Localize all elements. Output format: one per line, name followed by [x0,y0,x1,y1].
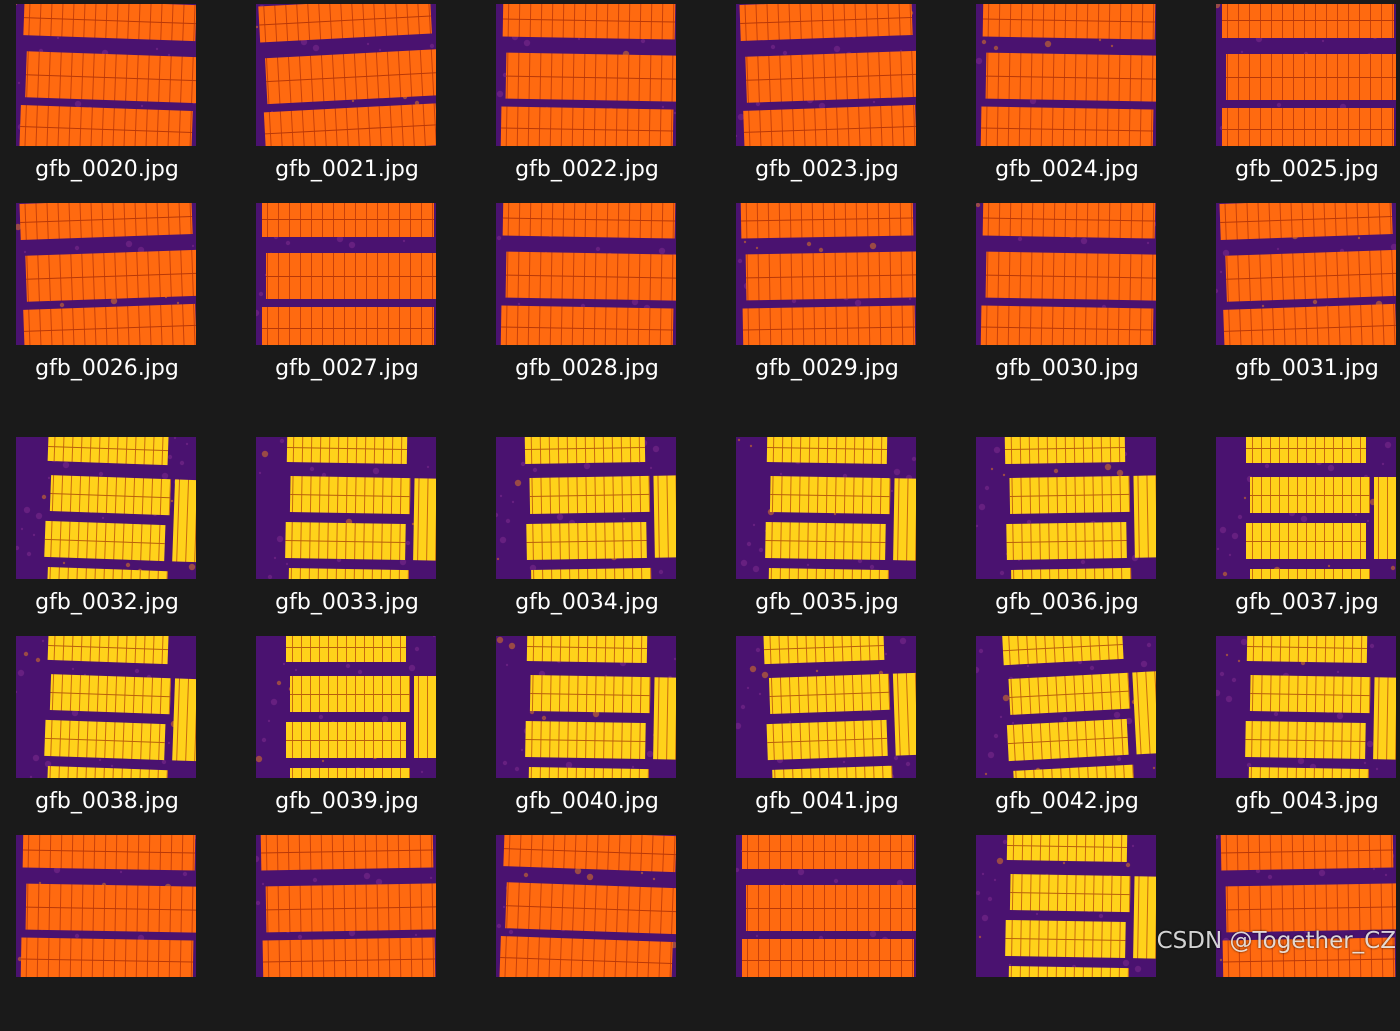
thermal-thumbnail[interactable] [736,437,916,579]
file-tile[interactable]: gfb_0034.jpg [480,433,720,633]
file-tile[interactable]: gfb_0031.jpg [1200,199,1400,399]
file-name-label: gfb_0043.jpg [1235,789,1379,814]
file-tile[interactable]: gfb_0026.jpg [0,199,240,399]
thermal-thumbnail[interactable] [16,636,196,778]
file-name-label: gfb_0021.jpg [275,157,419,182]
file-tile[interactable]: gfb_0022.jpg [480,0,720,200]
file-name-label: gfb_0038.jpg [35,789,179,814]
file-name-label: gfb_0022.jpg [515,157,659,182]
file-tile[interactable]: gfb_0025.jpg [1200,0,1400,200]
thermal-thumbnail[interactable] [496,835,676,977]
file-name-label: gfb_0036.jpg [995,590,1139,615]
file-name-label: gfb_0030.jpg [995,356,1139,381]
thermal-thumbnail[interactable] [736,835,916,977]
file-name-label: gfb_0033.jpg [275,590,419,615]
thermal-thumbnail[interactable] [256,4,436,146]
file-name-label: gfb_0026.jpg [35,356,179,381]
thermal-thumbnail[interactable] [256,437,436,579]
file-tile[interactable] [720,831,960,1031]
file-tile[interactable]: gfb_0028.jpg [480,199,720,399]
file-name-label: gfb_0041.jpg [755,789,899,814]
thermal-thumbnail[interactable] [16,835,196,977]
thermal-thumbnail[interactable] [496,4,676,146]
file-name-label: gfb_0039.jpg [275,789,419,814]
thermal-thumbnail[interactable] [1216,835,1396,977]
thermal-thumbnail[interactable] [256,835,436,977]
thermal-thumbnail[interactable] [736,4,916,146]
file-tile[interactable]: gfb_0041.jpg [720,632,960,832]
file-tile[interactable]: gfb_0037.jpg [1200,433,1400,633]
file-tile[interactable]: gfb_0040.jpg [480,632,720,832]
thermal-thumbnail[interactable] [1216,4,1396,146]
file-name-label: gfb_0027.jpg [275,356,419,381]
file-tile[interactable]: gfb_0039.jpg [240,632,480,832]
thermal-thumbnail[interactable] [736,203,916,345]
file-tile[interactable] [480,831,720,1031]
file-tile[interactable]: gfb_0027.jpg [240,199,480,399]
file-name-label: gfb_0031.jpg [1235,356,1379,381]
file-tile[interactable]: gfb_0043.jpg [1200,632,1400,832]
file-name-label: gfb_0028.jpg [515,356,659,381]
file-name-label: gfb_0023.jpg [755,157,899,182]
file-name-label: gfb_0035.jpg [755,590,899,615]
thermal-thumbnail[interactable] [256,203,436,345]
thermal-thumbnail[interactable] [976,835,1156,977]
thermal-thumbnail[interactable] [496,203,676,345]
file-name-label: gfb_0042.jpg [995,789,1139,814]
file-tile[interactable]: gfb_0020.jpg [0,0,240,200]
file-tile[interactable]: gfb_0038.jpg [0,632,240,832]
file-name-label: gfb_0020.jpg [35,157,179,182]
thumbnail-grid: gfb_0020.jpg gfb_0021.jpg gfb_0022.jpg gfb_… [0,0,1400,977]
file-tile[interactable]: gfb_0023.jpg [720,0,960,200]
thermal-thumbnail[interactable] [736,636,916,778]
thermal-thumbnail[interactable] [976,4,1156,146]
file-name-label: gfb_0029.jpg [755,356,899,381]
file-tile[interactable]: gfb_0042.jpg [960,632,1200,832]
file-tile[interactable]: gfb_0029.jpg [720,199,960,399]
file-name-label: gfb_0034.jpg [515,590,659,615]
watermark: CSDN @Together_CZ [1156,928,1396,954]
thermal-thumbnail[interactable] [1216,437,1396,579]
file-tile[interactable] [0,831,240,1031]
file-name-label: gfb_0025.jpg [1235,157,1379,182]
file-name-label: gfb_0040.jpg [515,789,659,814]
thermal-thumbnail[interactable] [976,636,1156,778]
thermal-thumbnail[interactable] [496,636,676,778]
thermal-thumbnail[interactable] [1216,636,1396,778]
file-tile[interactable] [1200,831,1400,1031]
file-tile[interactable]: gfb_0021.jpg [240,0,480,200]
file-tile[interactable]: gfb_0033.jpg [240,433,480,633]
thermal-thumbnail[interactable] [496,437,676,579]
file-tile[interactable]: gfb_0032.jpg [0,433,240,633]
file-name-label: gfb_0024.jpg [995,157,1139,182]
file-name-label: gfb_0032.jpg [35,590,179,615]
thermal-thumbnail[interactable] [256,636,436,778]
thermal-thumbnail[interactable] [16,203,196,345]
file-tile[interactable] [240,831,480,1031]
file-tile[interactable]: gfb_0024.jpg [960,0,1200,200]
thermal-thumbnail[interactable] [976,203,1156,345]
thermal-thumbnail[interactable] [1216,203,1396,345]
thermal-thumbnail[interactable] [976,437,1156,579]
file-tile[interactable]: gfb_0035.jpg [720,433,960,633]
file-name-label: gfb_0037.jpg [1235,590,1379,615]
thermal-thumbnail[interactable] [16,4,196,146]
thermal-thumbnail[interactable] [16,437,196,579]
file-tile[interactable]: gfb_0030.jpg [960,199,1200,399]
file-tile[interactable]: gfb_0036.jpg [960,433,1200,633]
